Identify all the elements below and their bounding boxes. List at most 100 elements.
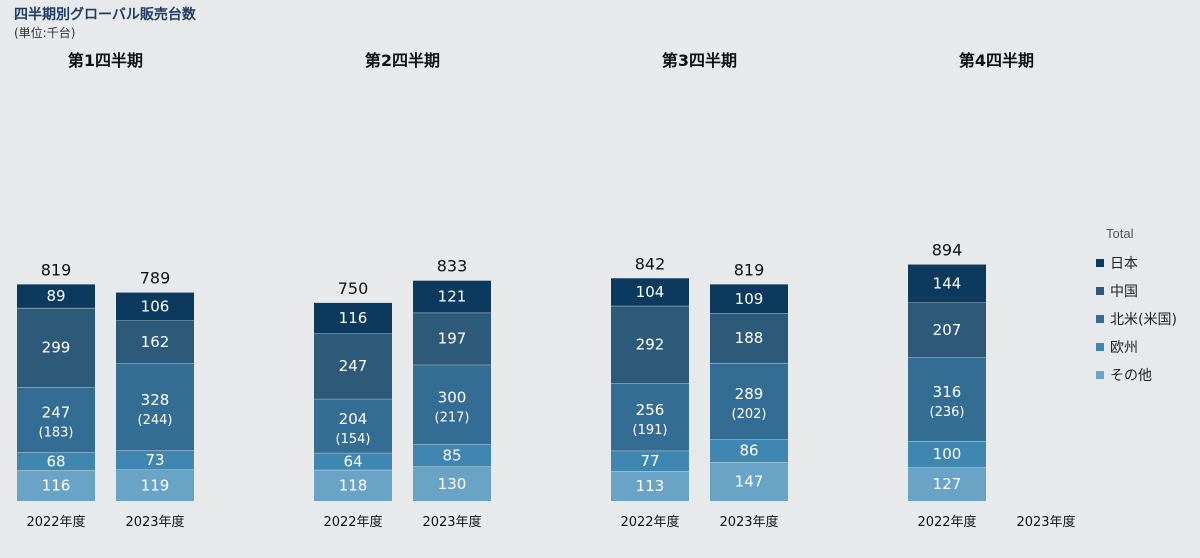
data-label: 85 bbox=[442, 446, 461, 464]
data-label: 300 bbox=[438, 388, 467, 406]
stacked-bar-chart: 第1四半期 2022年度 116 68 247 (183) 299 89 819 2023年度 11… bbox=[17, 51, 1076, 530]
legend-label: その他 bbox=[1110, 368, 1152, 384]
data-label: 289 bbox=[735, 385, 764, 403]
x-tick-label: 2023年度 bbox=[719, 514, 778, 530]
us-data-label: (191) bbox=[633, 423, 668, 438]
total-label: 819 bbox=[41, 260, 72, 279]
bar-segment bbox=[314, 469, 392, 501]
data-label: 127 bbox=[933, 475, 962, 493]
legend-label: 日本 bbox=[1110, 256, 1138, 272]
bar-segment bbox=[17, 307, 95, 388]
us-data-label: (236) bbox=[930, 405, 965, 420]
total-label: 894 bbox=[932, 241, 963, 260]
bar-segment bbox=[413, 312, 491, 365]
legend-label: 中国 bbox=[1110, 284, 1138, 300]
data-label: 64 bbox=[343, 452, 362, 470]
data-label: 256 bbox=[636, 401, 665, 419]
bar-segment bbox=[116, 450, 194, 470]
us-data-label: (244) bbox=[138, 413, 173, 428]
data-label: 116 bbox=[42, 477, 71, 495]
data-label: 144 bbox=[933, 275, 962, 293]
quarter-title: 第2四半期 bbox=[365, 51, 440, 70]
data-label: 119 bbox=[141, 476, 170, 494]
bar-segment bbox=[611, 383, 689, 451]
bar-segment bbox=[611, 471, 689, 501]
legend-item: 欧州 bbox=[1096, 333, 1177, 361]
us-data-label: (217) bbox=[435, 410, 470, 425]
data-label: 116 bbox=[339, 309, 368, 327]
legend-item: その他 bbox=[1096, 361, 1177, 389]
bar-segment bbox=[611, 450, 689, 472]
data-label: 73 bbox=[145, 451, 164, 469]
bar-segment bbox=[710, 313, 788, 363]
bar-segment bbox=[611, 278, 689, 306]
bar-segment bbox=[413, 444, 491, 467]
legend-label: 欧州 bbox=[1110, 340, 1138, 356]
total-label: 750 bbox=[338, 279, 369, 298]
legend-item: 日本 bbox=[1096, 249, 1177, 277]
x-tick-label: 2022年度 bbox=[323, 514, 382, 530]
bar-segment bbox=[116, 320, 194, 364]
us-data-label: (202) bbox=[732, 407, 767, 422]
quarter-title: 第1四半期 bbox=[68, 51, 143, 70]
x-tick-label: 2022年度 bbox=[26, 514, 85, 530]
x-tick-label: 2022年度 bbox=[917, 514, 976, 530]
data-label: 292 bbox=[636, 335, 665, 353]
us-data-label: (154) bbox=[336, 432, 371, 447]
data-label: 86 bbox=[739, 442, 758, 460]
data-label: 109 bbox=[735, 290, 764, 308]
legend-swatch bbox=[1096, 259, 1104, 267]
bar-segment bbox=[314, 398, 392, 453]
data-label: 130 bbox=[438, 475, 467, 493]
bar-segment bbox=[413, 280, 491, 313]
bar-segment bbox=[17, 452, 95, 471]
bar-segment bbox=[710, 439, 788, 463]
total-label: 819 bbox=[734, 260, 765, 279]
total-label: 842 bbox=[635, 254, 666, 273]
data-label: 207 bbox=[933, 321, 962, 339]
bar-segment bbox=[116, 469, 194, 501]
bar-segment bbox=[908, 264, 986, 303]
legend-item: 北米(米国) bbox=[1096, 305, 1177, 333]
bar-segment bbox=[17, 470, 95, 501]
data-label: 328 bbox=[141, 391, 170, 409]
data-label: 162 bbox=[141, 333, 170, 351]
data-label: 197 bbox=[438, 330, 467, 348]
unit-label: (単位:千台) bbox=[14, 26, 76, 40]
data-label: 118 bbox=[339, 476, 368, 494]
bar-segment bbox=[908, 467, 986, 501]
legend-title: Total bbox=[1106, 226, 1134, 241]
x-tick-label: 2022年度 bbox=[620, 514, 679, 530]
data-label: 204 bbox=[339, 410, 368, 428]
bar-segment bbox=[413, 466, 491, 501]
bar-segment bbox=[710, 462, 788, 501]
data-label: 100 bbox=[933, 445, 962, 463]
data-label: 247 bbox=[42, 404, 71, 422]
legend-item: 中国 bbox=[1096, 277, 1177, 305]
bar-segment bbox=[611, 305, 689, 384]
total-label: 833 bbox=[437, 257, 468, 276]
data-label: 247 bbox=[339, 357, 368, 375]
x-tick-label: 2023年度 bbox=[125, 514, 184, 530]
data-label: 106 bbox=[141, 298, 170, 316]
bar-segment bbox=[17, 387, 95, 453]
data-label: 113 bbox=[636, 477, 665, 495]
legend-swatch bbox=[1096, 371, 1104, 379]
bar-segment bbox=[116, 363, 194, 451]
data-label: 188 bbox=[735, 329, 764, 347]
legend-swatch bbox=[1096, 315, 1104, 323]
data-label: 299 bbox=[42, 338, 71, 356]
quarter-title: 第4四半期 bbox=[959, 51, 1034, 70]
bar-segment bbox=[314, 333, 392, 399]
bar-segment bbox=[17, 284, 95, 308]
data-label: 104 bbox=[636, 283, 665, 301]
bar-segment bbox=[710, 284, 788, 314]
us-data-label: (183) bbox=[39, 426, 74, 441]
bar-segment bbox=[314, 452, 392, 470]
legend-swatch bbox=[1096, 287, 1104, 295]
data-label: 316 bbox=[933, 383, 962, 401]
bar-segment bbox=[710, 362, 788, 440]
bar-segment bbox=[413, 364, 491, 445]
legend-label: 北米(米国) bbox=[1110, 312, 1177, 328]
data-label: 89 bbox=[46, 287, 65, 305]
